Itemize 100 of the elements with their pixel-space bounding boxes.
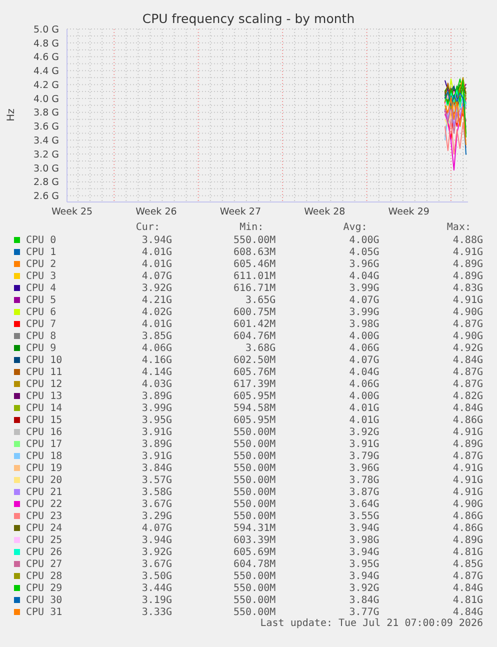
text: 4.84G — [452, 402, 483, 414]
y-tick-label: 4.6 G — [34, 52, 59, 64]
text: 3.33G — [142, 606, 172, 618]
text: 4.06G — [142, 342, 172, 354]
text: 550.00M — [234, 234, 276, 246]
text: 4.07G — [349, 294, 380, 306]
text: 605.95M — [234, 414, 276, 426]
text: 3.91G — [142, 426, 172, 438]
text: 4.04G — [349, 270, 380, 282]
text: 550.00M — [234, 426, 276, 438]
text: 3.58G — [142, 486, 172, 498]
text: 600.75M — [234, 306, 276, 318]
text: 603.39M — [234, 534, 276, 546]
text: 4.01G — [349, 402, 380, 414]
text: 4.86G — [452, 414, 483, 426]
legend-label: CPU 19 — [26, 462, 62, 474]
text: 3.79G — [349, 450, 380, 462]
text: 4.91G — [452, 246, 483, 258]
legend-label: CPU 6 — [26, 306, 56, 318]
legend-label: CPU 20 — [26, 474, 62, 486]
text: 604.76M — [234, 330, 276, 342]
text: 617.39M — [234, 378, 276, 390]
text: 4.81G — [452, 546, 483, 558]
text: 550.00M — [234, 498, 276, 510]
text: 4.90G — [452, 306, 483, 318]
legend-label: CPU 2 — [26, 258, 56, 270]
text: 4.91G — [452, 426, 483, 438]
text: 4.84G — [452, 606, 483, 618]
x-tick-label: Week 27 — [220, 206, 262, 218]
legend-label: CPU 21 — [26, 486, 62, 498]
legend-label: CPU 29 — [26, 582, 62, 594]
text: 605.76M — [234, 366, 276, 378]
text: 4.07G — [349, 354, 380, 366]
text: 4.03G — [142, 378, 172, 390]
legend-label: CPU 26 — [26, 546, 62, 558]
text: Max: — [446, 222, 471, 232]
text: 3.98G — [349, 534, 380, 546]
text: 3.89G — [142, 438, 172, 450]
y-tick-label: 4.0 G — [34, 94, 59, 105]
legend-label: CPU 23 — [26, 510, 62, 522]
text: 4.87G — [452, 366, 483, 378]
text: 4.06G — [349, 378, 380, 390]
text: 4.90G — [452, 330, 483, 342]
text: 4.01G — [142, 258, 172, 270]
legend-label: CPU 8 — [26, 330, 56, 342]
y-tick-label: 3.8 G — [34, 108, 59, 119]
text: 604.78M — [234, 558, 276, 570]
text: 605.69M — [234, 546, 276, 558]
y-tick-label: 3.2 G — [34, 149, 59, 160]
text: 4.86G — [452, 522, 483, 534]
text: 3.92G — [142, 546, 172, 558]
text: 605.95M — [234, 390, 276, 402]
text: 3.29G — [142, 510, 172, 522]
text: 3.91G — [349, 438, 380, 450]
y-axis-title: Hz — [6, 108, 17, 122]
legend-label: CPU 1 — [26, 246, 56, 258]
text: 3.84G — [142, 462, 172, 474]
text: 4.91G — [452, 486, 483, 498]
text: 594.58M — [234, 402, 276, 414]
text: 3.85G — [142, 330, 172, 342]
text: 616.71M — [234, 282, 276, 294]
legend-label: CPU 28 — [26, 570, 62, 582]
text: 4.87G — [452, 378, 483, 390]
text: 550.00M — [234, 570, 276, 582]
text: 3.77G — [349, 606, 380, 618]
text: 594.31M — [234, 522, 276, 534]
text: 3.89G — [142, 390, 172, 402]
text: 3.99G — [349, 306, 380, 318]
x-tick-label: Week 25 — [51, 206, 93, 218]
text: 4.21G — [142, 294, 172, 306]
text: 4.04G — [349, 366, 380, 378]
legend-label: CPU 18 — [26, 450, 62, 462]
text: 4.92G — [452, 342, 483, 354]
text: 605.46M — [234, 258, 276, 270]
text: 3.57G — [142, 474, 172, 486]
x-tick-label: Week 29 — [388, 206, 430, 218]
text: 3.55G — [349, 510, 380, 522]
text: 4.87G — [452, 318, 483, 330]
text: 3.65G — [246, 294, 276, 306]
text: 3.67G — [142, 498, 172, 510]
text: 550.00M — [234, 462, 276, 474]
text: Avg: — [343, 222, 368, 232]
text: 3.99G — [349, 282, 380, 294]
text: 4.01G — [349, 414, 380, 426]
legend-label: CPU 27 — [26, 558, 62, 570]
text: Cur: — [136, 222, 160, 232]
text: 550.00M — [234, 594, 276, 606]
text: 3.96G — [349, 462, 380, 474]
text: 550.00M — [234, 438, 276, 450]
legend-label: CPU 9 — [26, 342, 56, 354]
text: 4.84G — [452, 354, 483, 366]
text: 608.63M — [234, 246, 276, 258]
legend-label: CPU 14 — [26, 402, 62, 414]
text: 3.19G — [142, 594, 172, 606]
text: 4.90G — [452, 498, 483, 510]
legend-label: CPU 4 — [26, 282, 56, 294]
text: 4.14G — [142, 366, 172, 378]
chart-title: CPU frequency scaling - by month — [142, 11, 355, 26]
text: 3.91G — [142, 450, 172, 462]
legend-label: CPU 22 — [26, 498, 62, 510]
